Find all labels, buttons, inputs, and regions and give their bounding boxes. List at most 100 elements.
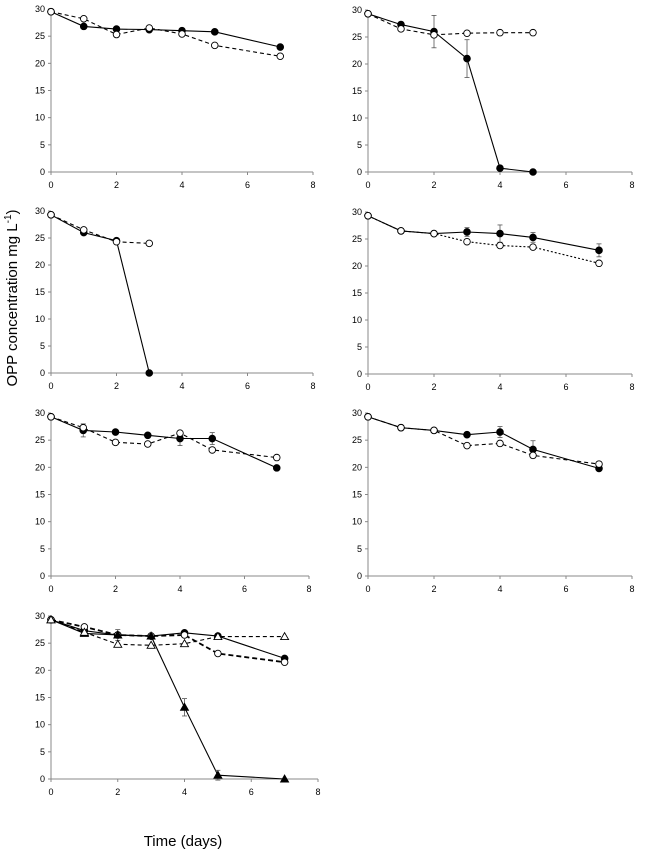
panel-d-x-tick-label: 6 [563, 382, 568, 392]
panel-a-series-2-point [47, 7, 55, 16]
panel-d-series-2-point [364, 212, 372, 220]
panel-c-x-tick-label: 8 [310, 381, 315, 391]
panel-e: 0 5 10 15 20 25 30 0 2 4 6 8 [35, 408, 312, 594]
panel-g-y-tick-label: 5 [40, 747, 45, 757]
panel-c-y-tick-label: 10 [35, 314, 45, 324]
panel-f-series-1-point [463, 430, 471, 439]
panel-b-series-2-line [367, 13, 533, 36]
panel-b-series-1-line [367, 13, 534, 173]
panel-d-y-tick-label: 25 [352, 234, 362, 244]
panel-f-y-tick-label: 0 [357, 571, 362, 581]
panel-g-y-tick-label: 15 [35, 693, 45, 703]
panel-g-y-tick-label: 0 [40, 774, 45, 784]
panel-b-series-1-point [529, 168, 537, 176]
panel-a-y-tick-label: 30 [35, 4, 45, 14]
panel-d-x-tick-label: 2 [431, 382, 436, 392]
panel-d-series-2-point [463, 237, 471, 246]
panel-g-series-3-point [113, 630, 123, 639]
panel-b-y-tick-label: 25 [352, 32, 362, 42]
panel-e-y-tick-label: 20 [35, 462, 45, 472]
panel-a-y-tick-label: 20 [35, 58, 45, 68]
panel-g: 0 5 10 15 20 25 30 0 2 4 6 8 [35, 611, 321, 797]
panel-g-x-tick-label: 4 [182, 787, 187, 797]
panel-e-series-1-point [143, 431, 152, 440]
panel-b-y-tick-label: 10 [352, 113, 362, 123]
panel-d-series-2-point [595, 259, 603, 268]
panel-e-series-1-point [272, 464, 281, 472]
panel-e-x-tick-label: 0 [48, 584, 53, 594]
panel-g-series-4-point [179, 638, 190, 648]
panel-c-series-1-point [145, 369, 154, 377]
panel-d-y-tick-label: 10 [352, 315, 362, 325]
panel-g-series-3-point [213, 770, 223, 779]
panel-b-series-2-point [529, 28, 537, 37]
panel-e-series-1-point [111, 428, 120, 436]
panel-g-series-4-point [46, 614, 56, 624]
panel-a-x-tick-label: 8 [310, 180, 315, 190]
panel-b: 0 5 10 15 20 25 30 0 2 4 6 8 [352, 5, 635, 190]
panel-b-x-tick-label: 8 [629, 180, 634, 190]
panel-g-series-4-point [79, 627, 90, 636]
y-axis-title: OPP concentration mg L-1) [3, 209, 21, 386]
panel-g-y-tick-label: 10 [35, 720, 45, 730]
panel-e-series-2-point [143, 440, 152, 448]
panel-d-x-tick-label: 0 [365, 382, 370, 392]
panel-c-x-tick-label: 0 [48, 381, 53, 391]
panel-f-series-2-point [430, 426, 438, 435]
panel-e-x-tick-label: 6 [242, 584, 247, 594]
panel-b-series-1-point [463, 54, 471, 63]
panel-a-series-2-point [112, 30, 121, 39]
panel-c-x-tick-label: 2 [114, 381, 119, 391]
panel-d-y-tick-label: 5 [357, 342, 362, 352]
panel-f-series-2-line [367, 416, 600, 465]
panel-c-y-tick-label: 25 [35, 233, 45, 243]
panel-d-y-tick-label: 30 [352, 207, 362, 217]
panel-e-series-1-point [208, 434, 217, 443]
panel-b-y-tick-label: 5 [357, 140, 362, 150]
x-axis-title: Time (days) [144, 833, 223, 850]
panel-a-series-1-point [79, 22, 88, 31]
panel-g-series-3-point [146, 631, 156, 640]
panel-b-y-tick-label: 0 [357, 167, 362, 177]
panel-g-series-4-point [146, 640, 156, 649]
panel-g-series-4-point [213, 631, 223, 641]
panel-f: 0 5 10 15 20 25 30 0 2 4 6 8 [352, 408, 635, 594]
panel-c-series-2-line [50, 214, 150, 244]
panel-g-series-3-point [179, 702, 190, 711]
panel-d-series-1-point [496, 229, 504, 238]
panel-g-y-tick-label: 30 [35, 611, 45, 621]
panel-a-y-tick-label: 10 [35, 113, 45, 123]
panel-c-y-tick-label: 0 [40, 368, 45, 378]
panel-f-x-tick-label: 8 [629, 584, 634, 594]
panel-e-x-tick-label: 8 [306, 584, 311, 594]
panel-c: 0 5 10 15 20 25 30 0 2 4 6 8 [35, 206, 316, 391]
y-axis-title-main: OPP concentration mg L [4, 223, 21, 386]
panel-b-series-2-point [430, 31, 438, 39]
panel-f-x-tick-label: 4 [497, 584, 502, 594]
panel-g-series-4-point [113, 639, 123, 648]
panel-e-x-tick-label: 2 [113, 584, 118, 594]
panel-b-y-tick-label: 20 [352, 59, 362, 69]
panel-b-series-1-point [496, 164, 504, 173]
panel-f-series-2-point [463, 441, 471, 450]
panel-f-x-tick-label: 2 [431, 584, 436, 594]
panel-d-series-2-point [529, 243, 537, 251]
panel-g-series-3-line [50, 619, 285, 780]
panel-e-series-2-point [273, 453, 281, 462]
panel-a-series-2-point [210, 41, 219, 50]
panel-a-x-tick-label: 4 [179, 180, 184, 190]
panel-a-series-1-point [276, 43, 285, 51]
panel-c-x-tick-label: 6 [245, 381, 250, 391]
panel-g-x-tick-label: 2 [115, 787, 120, 797]
panel-d-series-1-point [463, 228, 471, 236]
panel-d-series-2-line [367, 215, 600, 264]
panel-a: 0 5 10 15 20 25 30 0 2 4 6 8 [35, 4, 316, 190]
panel-g-series-3-point [279, 774, 290, 783]
panel-b-x-tick-label: 2 [431, 180, 436, 190]
panel-g-series-2-point [214, 649, 222, 658]
panel-c-x-tick-label: 4 [179, 381, 184, 391]
panel-a-y-tick-label: 0 [40, 167, 45, 177]
panel-g-series-2-point [180, 631, 189, 639]
